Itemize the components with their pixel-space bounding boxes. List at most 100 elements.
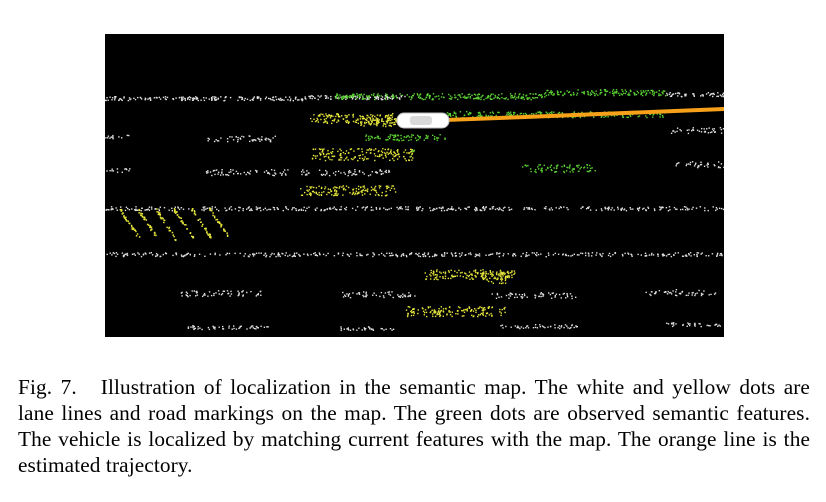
lane-line-dot: [447, 208, 449, 210]
road-marking-dot: [223, 228, 225, 230]
road-marking-dot: [368, 121, 370, 124]
observed-feature-dot: [563, 93, 566, 95]
observed-feature-dot: [633, 92, 635, 94]
road-marking-dot: [341, 156, 343, 159]
lane-line-dot: [256, 208, 258, 211]
lane-line-dot: [221, 292, 224, 295]
lane-line-dot: [214, 253, 216, 256]
road-marking-dot: [316, 155, 318, 157]
lane-line-dot: [271, 252, 273, 255]
lane-line-dot: [226, 174, 228, 176]
observed-feature-dot: [363, 98, 365, 100]
lane-line-dot: [305, 98, 307, 100]
road-marking-dot: [345, 185, 348, 187]
lane-line-dot: [554, 327, 556, 329]
observed-feature-dot: [343, 97, 345, 99]
lane-line-dot: [502, 327, 504, 329]
road-marking-dot: [356, 193, 358, 195]
lane-line-dot: [528, 207, 530, 209]
lane-line-dot: [475, 254, 478, 257]
observed-feature-dot: [478, 115, 480, 117]
observed-feature-dot: [653, 113, 655, 115]
road-marking-dot: [505, 278, 507, 280]
lane-line-dot: [719, 94, 722, 96]
lane-line-dot: [566, 325, 568, 327]
lane-line-dot: [674, 131, 676, 133]
lane-line-dot: [322, 253, 325, 256]
road-marking-dot: [314, 155, 316, 157]
observed-feature-dot: [487, 97, 489, 99]
road-marking-dot: [448, 310, 450, 312]
lane-line-dot: [560, 325, 563, 327]
observed-feature-dot: [380, 95, 382, 97]
observed-feature-dot: [419, 97, 421, 99]
lane-line-dot: [571, 324, 573, 326]
road-marking-dot: [449, 311, 451, 313]
road-marking-dot: [508, 275, 511, 277]
road-marking-dot: [417, 312, 419, 315]
lane-line-dot: [228, 325, 230, 327]
lane-line-dot: [242, 208, 244, 210]
lane-line-dot: [492, 207, 494, 210]
observed-feature-dot: [492, 93, 494, 95]
road-marking-dot: [326, 121, 328, 123]
lane-line-dot: [144, 209, 146, 211]
lane-line-dot: [552, 254, 555, 256]
lane-line-dot: [491, 253, 494, 255]
observed-feature-dot: [468, 93, 471, 95]
observed-feature-dot: [387, 136, 390, 138]
road-marking-dot: [315, 191, 317, 193]
road-marking-dot: [210, 236, 212, 238]
road-marking-dot: [381, 151, 384, 154]
lane-line-dot: [377, 97, 380, 99]
lane-line-dot: [494, 208, 497, 211]
road-marking-dot: [383, 123, 386, 125]
lane-line-dot: [279, 97, 282, 100]
road-marking-dot: [394, 155, 396, 157]
lane-line-dot: [342, 252, 344, 254]
road-marking-dot: [173, 209, 176, 212]
observed-feature-dot: [611, 92, 614, 94]
road-marking-dot: [494, 277, 497, 280]
lane-line-dot: [566, 207, 568, 209]
observed-feature-dot: [521, 97, 524, 99]
road-marking-dot: [491, 314, 493, 317]
road-marking-dot: [338, 187, 340, 189]
road-marking-dot: [220, 224, 222, 227]
road-marking-dot: [140, 214, 143, 217]
observed-feature-dot: [549, 166, 551, 168]
lane-line-dot: [675, 92, 677, 95]
observed-feature-dot: [640, 92, 643, 94]
lane-line-dot: [332, 172, 335, 174]
lane-line-dot: [235, 170, 238, 173]
lane-line-dot: [395, 254, 397, 257]
lane-line-dot: [357, 292, 360, 294]
observed-feature-dot: [591, 90, 593, 92]
road-marking-dot: [209, 207, 212, 210]
observed-feature-dot: [521, 97, 523, 100]
road-marking-dot: [332, 115, 334, 117]
observed-feature-dot: [449, 95, 452, 97]
lane-line-dot: [675, 323, 677, 325]
lane-line-dot: [165, 252, 167, 254]
lane-line-dot: [364, 329, 366, 331]
road-marking-dot: [349, 192, 351, 194]
observed-feature-dot: [534, 170, 536, 173]
observed-feature-dot: [638, 115, 641, 117]
lane-line-dot: [575, 326, 578, 328]
road-marking-dot: [218, 221, 221, 223]
observed-feature-dot: [412, 134, 414, 136]
lane-line-dot: [115, 255, 117, 258]
lane-line-dot: [258, 97, 260, 99]
observed-feature-dot: [550, 91, 553, 94]
lane-line-dot: [705, 255, 707, 257]
lane-line-dot: [540, 292, 542, 294]
lane-line-dot: [361, 254, 363, 257]
lane-line-dot: [504, 206, 506, 208]
lane-line-dot: [240, 96, 242, 98]
lane-line-dot: [372, 252, 374, 254]
lane-line-dot: [664, 291, 666, 293]
lane-line-dot: [549, 293, 552, 296]
lane-line-dot: [265, 96, 268, 98]
observed-feature-dot: [658, 93, 660, 95]
